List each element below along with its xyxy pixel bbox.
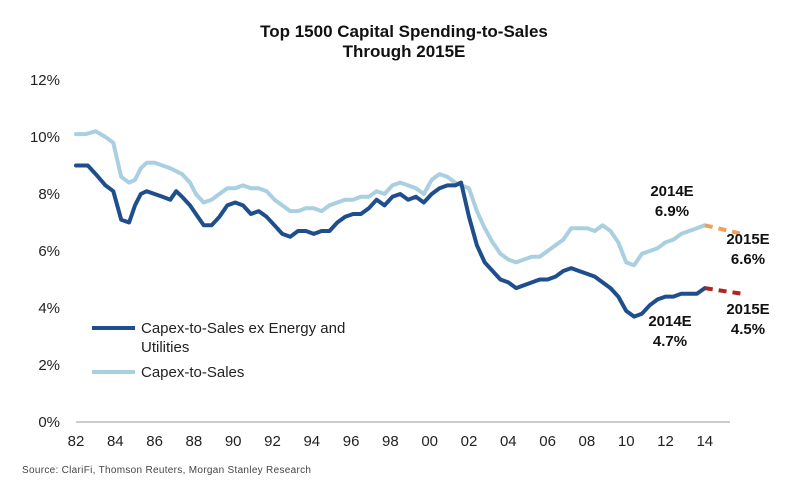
x-tick-label: 82: [68, 433, 85, 450]
chart-subtitle-line: Through 2015E: [342, 42, 466, 61]
y-tick-label: 10%: [30, 129, 60, 146]
chart-title: Top 1500 Capital Spending-to-Sales Throu…: [0, 22, 808, 62]
y-tick-label: 2%: [38, 357, 60, 374]
chart-title-line: Top 1500 Capital Spending-to-Sales: [260, 22, 548, 41]
series-line-2: [704, 223, 743, 236]
x-tick-label: 12: [657, 433, 674, 450]
x-tick-label: 00: [421, 433, 438, 450]
series-line-1: [74, 129, 707, 268]
x-tick-label: 94: [303, 433, 320, 450]
x-tick-label: 88: [186, 433, 203, 450]
y-tick-label: 0%: [38, 414, 60, 431]
y-tick-label: 8%: [38, 186, 60, 203]
legend-label-ex-energy-line2: Utilities: [141, 339, 189, 356]
annotation-2014e-top-value: 6.9%: [655, 203, 689, 220]
y-tick-label: 4%: [38, 300, 60, 317]
chart-annotations: 2014E 6.9% 2015E 6.6% 2014E 4.7% 2015E 4…: [648, 183, 769, 350]
source-note: Source: ClariFi, Thomson Reuters, Morgan…: [22, 465, 312, 476]
chart-legend: Capex-to-Sales ex Energy and Utilities C…: [92, 320, 345, 381]
annotation-2014e-bottom-value: 4.7%: [653, 333, 687, 350]
legend-label-capex: Capex-to-Sales: [141, 364, 244, 381]
annotation-2014e-top-label: 2014E: [650, 183, 693, 200]
x-tick-label: 14: [696, 433, 713, 450]
legend-label-ex-energy-line1: Capex-to-Sales ex Energy and: [141, 320, 345, 337]
y-tick-label: 6%: [38, 243, 60, 260]
y-tick-label: 12%: [30, 72, 60, 89]
annotation-2015e-top-label: 2015E: [726, 231, 769, 248]
series-line-0: [74, 163, 707, 319]
x-tick-label: 84: [107, 433, 124, 450]
annotation-2015e-bottom-value: 4.5%: [731, 321, 765, 338]
chart-series: [74, 129, 743, 319]
x-tick-label: 96: [343, 433, 360, 450]
x-tick-label: 08: [579, 433, 596, 450]
annotation-2015e-bottom-label: 2015E: [726, 301, 769, 318]
series-line-3: [704, 286, 743, 296]
annotation-2015e-top-value: 6.6%: [731, 251, 765, 268]
x-tick-label: 98: [382, 433, 399, 450]
x-tick-label: 92: [264, 433, 281, 450]
x-tick-label: 10: [618, 433, 635, 450]
x-tick-label: 86: [146, 433, 163, 450]
x-tick-label: 04: [500, 433, 517, 450]
x-tick-label: 02: [461, 433, 478, 450]
x-tick-label: 90: [225, 433, 242, 450]
chart-axes: 0% 2% 4% 6% 8% 10% 12% 82 84 86 88 90 92 94 96 98 00 02 04…: [30, 72, 730, 450]
x-tick-label: 06: [539, 433, 556, 450]
annotation-2014e-bottom-label: 2014E: [648, 313, 691, 330]
